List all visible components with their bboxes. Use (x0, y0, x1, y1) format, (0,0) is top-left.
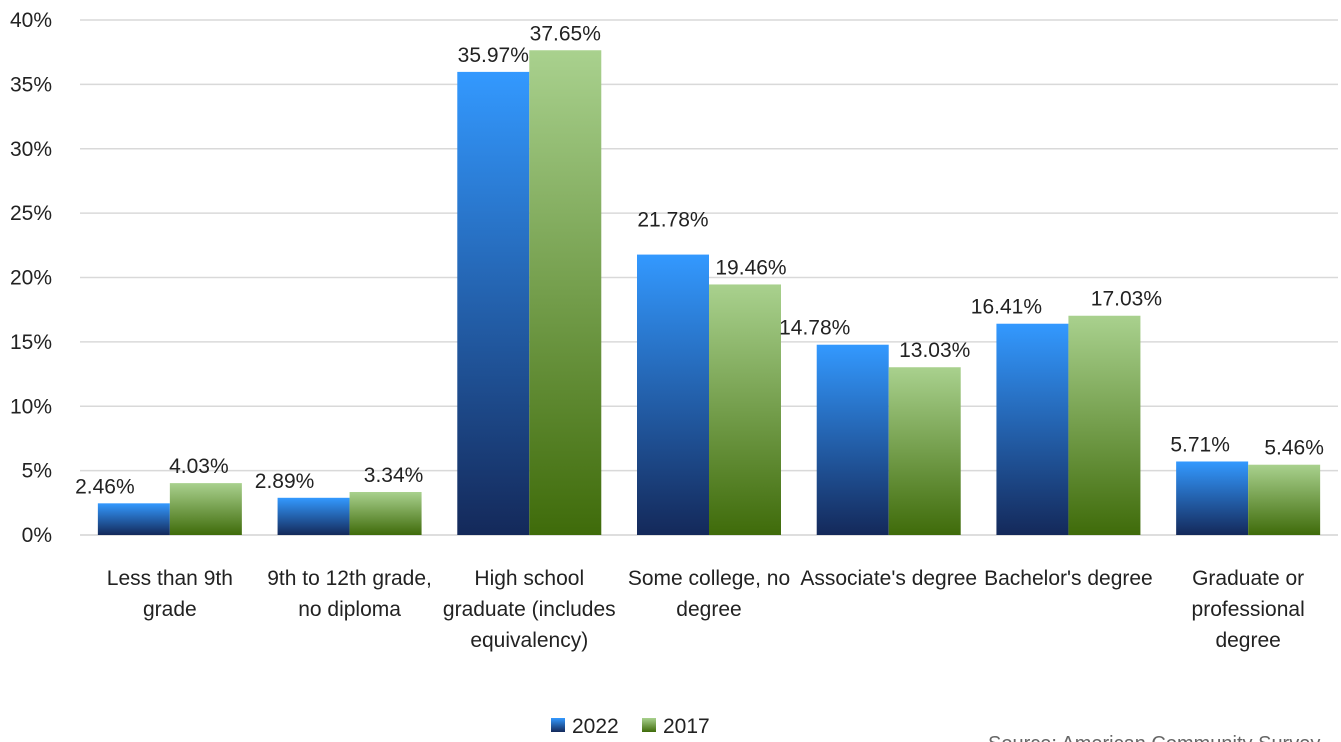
bar-2022-3 (637, 254, 709, 535)
data-label-2022-0: 2.46% (75, 475, 135, 498)
legend-label-2017: 2017 (663, 715, 710, 738)
source-note: Source: American Community Survey (988, 733, 1320, 742)
y-tick-label: 5% (22, 460, 52, 483)
bar-2022-6 (1176, 461, 1249, 535)
x-category-label: Some college, no degree (628, 567, 790, 621)
x-category-label: High school graduate (includes equivalency… (443, 567, 616, 652)
y-tick-label: 0% (22, 524, 52, 547)
bar-2017-0 (169, 483, 242, 535)
bar-2022-2 (457, 71, 530, 535)
bar-2017-6 (1248, 464, 1321, 535)
bar-2017-3 (709, 284, 781, 535)
bar-2017-1 (349, 491, 422, 535)
bar-2022-1 (277, 497, 350, 535)
legend-label-2022: 2022 (572, 715, 619, 738)
data-label-2022-1: 2.89% (255, 470, 315, 493)
data-label-2017-1: 3.34% (364, 464, 424, 487)
data-label-2022-6: 5.71% (1170, 433, 1230, 456)
legend-swatch-2017 (642, 718, 656, 732)
data-label-2022-4: 14.78% (779, 317, 850, 340)
x-category-label: Graduate or professional degree (1192, 567, 1305, 652)
data-label-2017-6: 5.46% (1264, 437, 1324, 460)
y-tick-label: 35% (10, 73, 52, 96)
y-axis-ticks: 0% 5% 10% 15% 20% 25% 30% 35% 40% (10, 9, 52, 547)
bar-2017-4 (888, 367, 961, 535)
y-tick-label: 10% (10, 395, 52, 418)
data-label-2017-3: 19.46% (715, 256, 786, 279)
bar-2017-5 (1068, 315, 1141, 535)
y-tick-label: 20% (10, 267, 52, 290)
bar-2022-4 (816, 344, 889, 535)
data-label-2017-5: 17.03% (1091, 288, 1162, 311)
legend: 2022 2017 (551, 715, 710, 738)
data-label-2022-3: 21.78% (637, 209, 708, 232)
x-category-label: 9th to 12th grade, no diploma (267, 567, 432, 621)
x-axis-categories: Less than 9th grade 9th to 12th grade, no d… (107, 567, 1305, 652)
bars (97, 50, 1321, 535)
y-tick-label: 40% (10, 9, 52, 32)
legend-swatch-2022 (551, 718, 565, 732)
data-label-2017-4: 13.03% (899, 339, 970, 362)
bar-2022-5 (996, 323, 1069, 535)
data-label-2022-2: 35.97% (458, 44, 529, 67)
bar-2017-2 (529, 50, 602, 535)
data-labels: 2.46% 4.03% 2.89% 3.34% 35.97%37.65% 21.78% 19… (75, 22, 1324, 498)
y-tick-label: 30% (10, 138, 52, 161)
x-category-label: Associate's degree (800, 567, 977, 590)
x-category-label: Less than 9th grade (107, 567, 233, 621)
data-label-2017-2: 37.65% (530, 22, 601, 45)
x-category-label: Bachelor's degree (984, 567, 1153, 590)
y-tick-label: 15% (10, 331, 52, 354)
data-label-2017-0: 4.03% (169, 455, 229, 478)
data-label-2022-5: 16.41% (971, 296, 1042, 319)
bar-2022-0 (97, 503, 170, 535)
y-tick-label: 25% (10, 202, 52, 225)
